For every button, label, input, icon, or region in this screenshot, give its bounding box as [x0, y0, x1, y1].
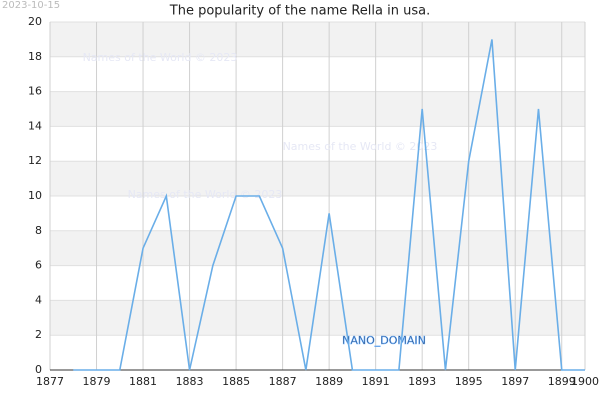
x-tick-label: 1895: [455, 375, 483, 388]
grid-band: [50, 300, 585, 336]
y-tick-label: 20: [28, 15, 42, 28]
chart-title: The popularity of the name Rella in usa.: [169, 4, 430, 19]
y-tick-label: 14: [28, 119, 42, 132]
y-tick-label: 6: [35, 259, 42, 272]
watermark: Names of the World © 2023: [83, 51, 238, 64]
x-tick-label: 1879: [83, 375, 111, 388]
y-tick-label: 2: [35, 328, 42, 341]
y-tick-label: 4: [35, 293, 42, 306]
x-tick-label: 1891: [362, 375, 390, 388]
date: 2023-10-15: [2, 0, 60, 11]
y-tick-label: 8: [35, 224, 42, 237]
y-tick-label: 0: [35, 363, 42, 376]
x-tick-label: 1900: [571, 375, 599, 388]
x-tick-label: 1889: [315, 375, 343, 388]
x-tick-label: 1877: [36, 375, 64, 388]
x-tick-label: 1893: [408, 375, 436, 388]
line: [73, 39, 585, 371]
grid-band: [50, 91, 585, 127]
x-tick-label: 1887: [269, 375, 297, 388]
watermark: Names of the World © 2023: [283, 140, 438, 153]
x-tick-label: 1899: [548, 375, 576, 388]
x-tick-label: 1885: [222, 375, 250, 388]
x-tick-label: 1881: [129, 375, 157, 388]
watermark: NANO_DOMAIN: [342, 334, 426, 347]
grid-band: [50, 230, 585, 266]
watermark: Names of the World © 2023: [128, 188, 283, 201]
y-tick-label: 16: [28, 85, 42, 98]
y-tick-label: 12: [28, 154, 42, 167]
x-tick-label: 1897: [501, 375, 529, 388]
y-tick-label: 18: [28, 50, 42, 63]
x-tick-label: 1883: [176, 375, 204, 388]
y-tick-label: 10: [28, 189, 42, 202]
grid-band: [50, 22, 585, 57]
grid-band: [50, 161, 585, 196]
